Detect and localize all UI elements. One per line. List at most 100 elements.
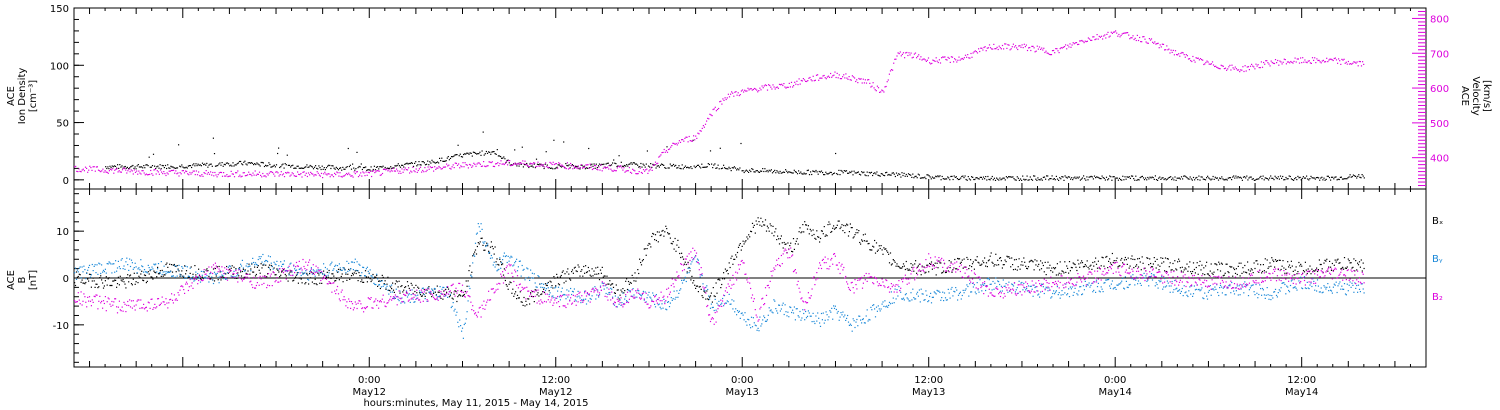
b-point	[1244, 264, 1246, 267]
velocity-point	[1053, 49, 1055, 52]
b-point	[414, 301, 416, 303]
density-point	[394, 165, 396, 167]
density-point	[1189, 176, 1191, 178]
velocity-point	[485, 166, 487, 168]
b-point	[364, 275, 366, 277]
density-point	[196, 165, 198, 167]
b-point	[701, 274, 703, 277]
b-point	[268, 264, 271, 266]
velocity-point	[320, 172, 323, 174]
velocity-point	[490, 162, 492, 164]
density-point	[927, 174, 929, 176]
velocity-point	[279, 174, 281, 176]
velocity-point	[221, 175, 224, 177]
density-point	[240, 160, 242, 163]
b-point	[869, 319, 871, 321]
b-point	[171, 271, 174, 273]
density-point	[1269, 177, 1271, 179]
velocity-point	[1130, 37, 1132, 39]
b-point	[1076, 269, 1078, 272]
b-point	[987, 260, 989, 262]
b-point	[335, 280, 337, 282]
b-point	[584, 272, 586, 274]
density-point	[1355, 175, 1357, 177]
b-point	[401, 285, 403, 287]
density-point	[1304, 177, 1307, 179]
b-point	[1321, 268, 1323, 270]
b-point	[522, 269, 524, 271]
b-point	[820, 312, 823, 315]
velocity-point	[477, 162, 479, 164]
b-point	[84, 269, 86, 271]
b-point	[696, 258, 699, 260]
b-point	[188, 276, 190, 279]
b-point	[516, 270, 519, 272]
density-point	[1003, 177, 1005, 179]
velocity-point	[769, 84, 771, 87]
density-point	[317, 168, 319, 170]
b-point	[561, 271, 563, 273]
b-point	[657, 241, 659, 243]
b-point	[658, 231, 660, 233]
velocity-point	[525, 164, 527, 166]
velocity-point	[1165, 49, 1167, 51]
density-point	[1293, 179, 1295, 181]
density-point	[1362, 175, 1364, 177]
velocity-point	[982, 49, 984, 51]
density-point	[255, 163, 257, 166]
b-point	[241, 270, 243, 273]
velocity-point	[1042, 49, 1044, 51]
top-left-axis-title-line: ACE	[6, 86, 17, 106]
density-point	[768, 169, 770, 171]
density-point	[607, 162, 609, 164]
velocity-point	[511, 164, 513, 166]
velocity-point	[736, 94, 738, 96]
density-point	[1166, 178, 1168, 180]
b-point	[763, 224, 765, 226]
b-point	[699, 276, 701, 278]
b-point	[998, 264, 1000, 266]
velocity-point	[272, 171, 274, 174]
b-point	[255, 273, 257, 276]
b-point	[767, 227, 769, 229]
b-point	[425, 292, 427, 294]
velocity-point	[1040, 48, 1042, 50]
b-point	[1203, 267, 1205, 269]
velocity-point	[190, 173, 192, 175]
b-point	[1109, 287, 1112, 289]
density-point	[552, 168, 554, 170]
b-point	[681, 282, 684, 284]
b-point	[1123, 259, 1126, 261]
velocity-point	[875, 90, 877, 92]
velocity-point	[1005, 43, 1007, 45]
b-point	[171, 264, 173, 266]
density-point	[1277, 176, 1279, 178]
velocity-point	[976, 52, 979, 54]
b-point	[501, 264, 503, 266]
b-point	[710, 303, 712, 305]
b-point	[1186, 263, 1188, 265]
b-point	[130, 283, 133, 285]
b-point	[1106, 255, 1108, 258]
velocity-point	[415, 168, 417, 170]
b-point	[106, 284, 108, 286]
b-point	[701, 295, 703, 297]
b-point	[102, 269, 105, 271]
b-point	[1081, 260, 1083, 262]
density-point	[934, 177, 936, 179]
density-point	[506, 159, 508, 162]
velocity-point	[832, 75, 834, 77]
density-point	[1322, 179, 1324, 181]
b-point	[487, 243, 489, 245]
b-point	[121, 258, 123, 260]
velocity-point	[1086, 40, 1088, 42]
b-point	[434, 288, 436, 290]
b-point	[734, 258, 736, 260]
density-point	[675, 164, 677, 166]
b-point	[511, 292, 513, 294]
density-point	[1018, 179, 1020, 181]
density-point	[997, 178, 999, 180]
velocity-point	[1146, 42, 1148, 44]
density-point	[1331, 176, 1333, 178]
velocity-point	[984, 46, 986, 48]
